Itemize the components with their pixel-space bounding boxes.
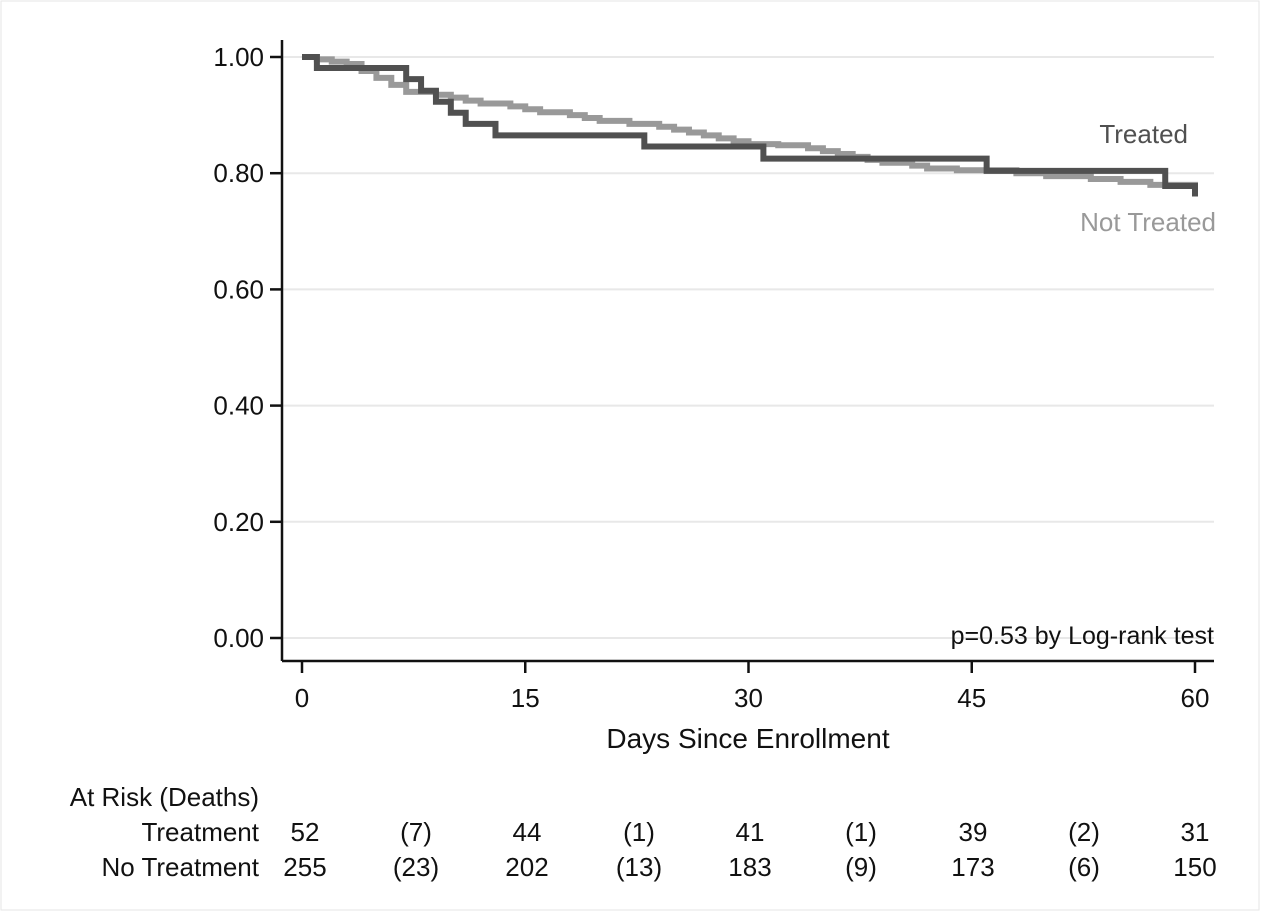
risk-cell: 44: [513, 817, 542, 847]
risk-row-label-treatment: Treatment: [141, 817, 259, 847]
gridlines: [283, 56, 1214, 639]
y-tick-label: 0.60: [213, 274, 264, 304]
risk-cell: 183: [728, 852, 771, 882]
x-tick-label: 45: [957, 683, 986, 713]
y-axis-ticks: 0.00 0.20 0.40 0.60 0.80 1.00: [213, 42, 282, 653]
risk-cell: (6): [1068, 852, 1100, 882]
y-tick-label: 0.20: [213, 507, 264, 537]
risk-cell: 41: [736, 817, 765, 847]
risk-cell: 39: [959, 817, 988, 847]
x-axis-title: Days Since Enrollment: [606, 723, 889, 754]
risk-cell: 52: [291, 817, 320, 847]
y-tick-label: 0.00: [213, 623, 264, 653]
survival-curves: [302, 54, 1198, 197]
risk-cell: 173: [951, 852, 994, 882]
risk-cell: 255: [283, 852, 326, 882]
risk-cell: (9): [845, 852, 877, 882]
y-tick-label: 0.80: [213, 158, 264, 188]
x-tick-label: 15: [511, 683, 540, 713]
x-tick-label: 30: [734, 683, 763, 713]
risk-cell: (1): [623, 817, 655, 847]
survival-curve-treated: [302, 54, 1198, 197]
survival-curve-not-treated: [302, 54, 1198, 188]
risk-cell: (23): [393, 852, 439, 882]
risk-cell: 150: [1173, 852, 1216, 882]
risk-table-header: At Risk (Deaths): [70, 782, 259, 812]
risk-cell: (7): [400, 817, 432, 847]
risk-cell: 31: [1181, 817, 1210, 847]
risk-cell: (1): [845, 817, 877, 847]
risk-cell: 202: [505, 852, 548, 882]
logrank-annotation: p=0.53 by Log-rank test: [951, 622, 1214, 650]
x-axis-ticks: 0 15 30 45 60: [295, 661, 1210, 713]
series-label-treated: Treated: [1099, 119, 1188, 149]
risk-row-label-no-treatment: No Treatment: [101, 852, 259, 882]
risk-cell: (13): [616, 852, 662, 882]
risk-cell: (2): [1068, 817, 1100, 847]
x-tick-label: 60: [1181, 683, 1210, 713]
y-tick-label: 0.40: [213, 391, 264, 421]
y-tick-label: 1.00: [213, 42, 264, 72]
series-label-not-treated: Not Treated: [1080, 207, 1216, 237]
x-tick-label: 0: [295, 683, 309, 713]
risk-table-values: 52 (7) 44 (1) 41 (1) 39 (2) 31 255 (23) 202 (13) 183 (…: [283, 817, 1216, 882]
